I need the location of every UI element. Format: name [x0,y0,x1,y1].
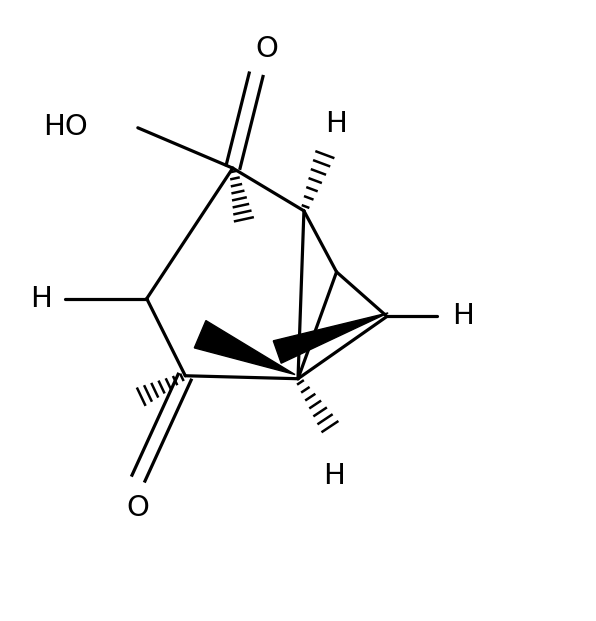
Text: H: H [325,111,347,138]
Text: H: H [30,284,52,312]
Polygon shape [274,313,388,363]
Text: H: H [452,302,474,330]
Text: HO: HO [43,112,88,140]
Text: O: O [126,494,149,522]
Text: H: H [322,462,344,490]
Text: O: O [256,35,278,63]
Polygon shape [194,320,295,374]
